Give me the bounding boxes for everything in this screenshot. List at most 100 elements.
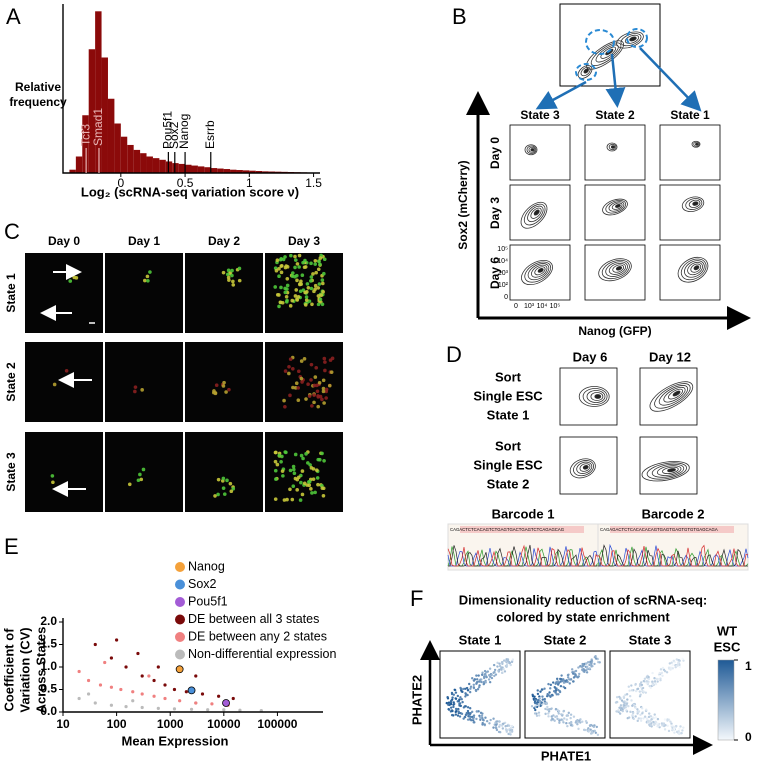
cell-point xyxy=(562,709,566,713)
cell xyxy=(292,471,297,476)
cell xyxy=(321,386,326,391)
cell-point xyxy=(665,671,669,674)
histogram-bar xyxy=(69,169,76,173)
row-label: State 1 xyxy=(4,273,18,313)
cell xyxy=(296,398,301,403)
cell-point xyxy=(660,671,664,675)
cell-point xyxy=(593,662,596,666)
cell-point xyxy=(661,674,664,677)
contour xyxy=(527,205,544,223)
cell xyxy=(288,468,293,473)
cell-point xyxy=(450,709,454,712)
cell-point xyxy=(590,730,593,733)
cell-point xyxy=(454,697,458,701)
cell xyxy=(301,456,305,461)
cell-point xyxy=(509,663,512,667)
cell-point xyxy=(466,709,470,713)
flow-plot xyxy=(659,244,721,301)
legend-label: Sox2 xyxy=(188,577,217,591)
contour xyxy=(610,145,616,149)
cell-point xyxy=(578,719,581,722)
cell-point xyxy=(661,666,665,670)
cell xyxy=(300,469,305,473)
cell xyxy=(316,395,321,399)
cell xyxy=(316,404,320,409)
cell-point xyxy=(545,702,548,706)
cell-point xyxy=(648,712,651,715)
contour xyxy=(656,465,682,476)
cell-point xyxy=(481,712,484,715)
cell xyxy=(285,276,290,281)
row-label: Day 6 xyxy=(488,257,502,289)
cell-point xyxy=(508,661,512,665)
data-point xyxy=(86,692,91,696)
contour xyxy=(687,261,703,276)
cell-point xyxy=(534,708,537,712)
histogram-bar xyxy=(223,169,231,173)
cell-point xyxy=(572,672,575,675)
cell xyxy=(289,253,293,258)
cell-point xyxy=(562,721,565,724)
cell xyxy=(321,389,326,394)
cell-point xyxy=(469,685,473,688)
cell xyxy=(296,294,301,299)
histogram-bar xyxy=(152,158,160,173)
data-point xyxy=(119,687,123,692)
cell xyxy=(296,369,301,374)
cell-point xyxy=(482,675,486,678)
panel-letter: F xyxy=(410,586,423,611)
cell-point xyxy=(571,680,575,683)
y-tick-label: 0 xyxy=(504,294,508,301)
axis-line xyxy=(62,4,320,174)
cell-point xyxy=(472,686,476,689)
y-axis-label: Relative xyxy=(15,80,61,94)
cell xyxy=(237,278,242,283)
data-point xyxy=(93,642,97,647)
contour xyxy=(583,68,589,74)
cell xyxy=(139,477,144,482)
micrograph xyxy=(25,432,103,512)
cell xyxy=(230,273,234,278)
cell-point xyxy=(549,683,553,687)
contour xyxy=(693,141,700,147)
x-tick-label: 10³ xyxy=(524,303,535,310)
data-point xyxy=(163,696,167,701)
cell xyxy=(288,393,292,398)
cell-point xyxy=(645,717,649,720)
row-label: State 2 xyxy=(4,362,18,402)
cell-point xyxy=(489,718,492,722)
cell-point xyxy=(475,674,478,677)
cell xyxy=(306,286,311,290)
cell-point xyxy=(563,717,566,720)
cell-point xyxy=(590,664,593,668)
cell xyxy=(310,404,314,408)
cell xyxy=(279,285,283,290)
annotation-label: Tcf3 xyxy=(78,124,92,146)
cell-point xyxy=(552,690,556,693)
column-label: Day 12 xyxy=(649,349,691,364)
cell xyxy=(273,497,278,501)
cell-point xyxy=(677,661,680,665)
cell-point xyxy=(617,709,620,712)
y-tick-label: 10² xyxy=(498,282,509,289)
cell xyxy=(143,278,147,283)
cell xyxy=(283,290,288,295)
cell-point xyxy=(540,701,543,704)
cell-point xyxy=(496,665,499,668)
cell xyxy=(320,302,325,307)
column-label: State 1 xyxy=(459,632,502,647)
cell-point xyxy=(649,686,652,689)
flow-plot xyxy=(659,124,721,181)
cell xyxy=(328,358,333,362)
cell-point xyxy=(465,711,468,715)
cell-point xyxy=(632,717,635,721)
cell xyxy=(313,283,318,288)
histogram-bar xyxy=(114,123,121,173)
cell-point xyxy=(557,688,560,692)
legend-label: Non-differential expression xyxy=(188,647,337,661)
cell-point xyxy=(672,659,676,663)
cell-point xyxy=(663,670,667,673)
cell xyxy=(324,396,328,400)
cell-point xyxy=(558,719,561,722)
cell-point xyxy=(554,689,558,692)
